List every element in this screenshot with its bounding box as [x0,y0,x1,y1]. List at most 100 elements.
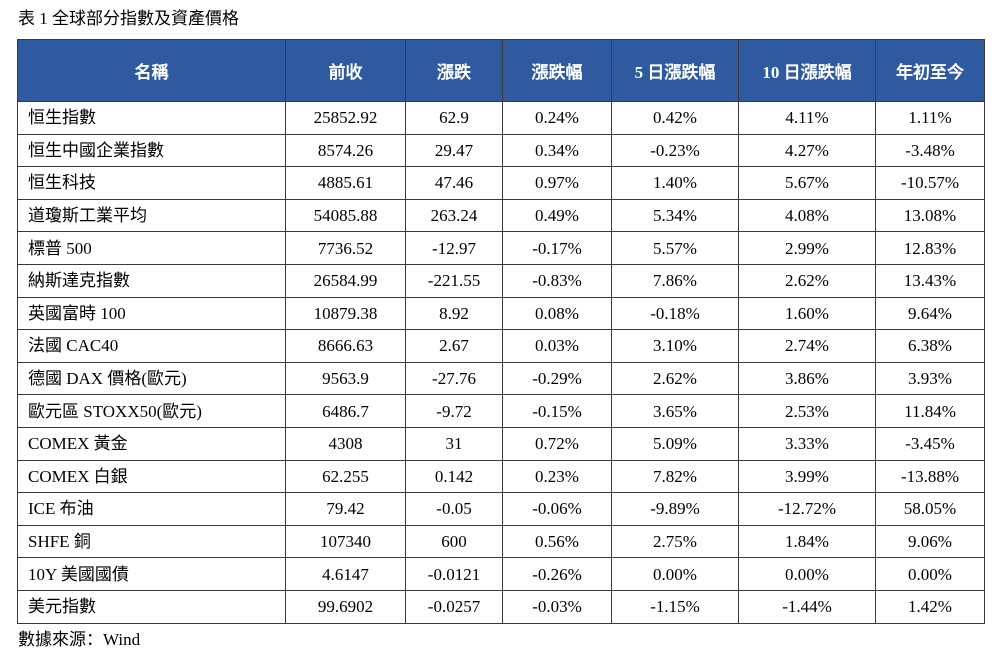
cell-5d-change: -0.23% [611,133,739,168]
cell-prev-close: 10879.38 [285,296,406,331]
cell-prev-close: 54085.88 [285,198,406,233]
cell-5d-change: 5.09% [611,426,739,461]
header-5d-change: 5 日漲跌幅 [611,39,739,102]
cell-change-pct: 0.08% [502,296,612,331]
cell-name: SHFE 銅 [17,524,286,559]
table-header-row: 名稱 前收 漲跌 漲跌幅 5 日漲跌幅 10 日漲跌幅 年初至今 [17,39,985,102]
cell-change-pct: 0.03% [502,329,612,363]
cell-change: 263.24 [405,198,503,233]
cell-10d-change: 3.33% [738,426,876,461]
cell-change: 2.67 [405,329,503,363]
cell-10d-change: 2.99% [738,231,876,265]
cell-name: 道瓊斯工業平均 [17,198,286,233]
cell-5d-change: 5.57% [611,231,739,265]
asset-price-table: 名稱 前收 漲跌 漲跌幅 5 日漲跌幅 10 日漲跌幅 年初至今 恒生指數 258… [17,39,985,624]
cell-10d-change: 1.60% [738,296,876,331]
cell-5d-change: 2.75% [611,524,739,559]
cell-ytd: 3.93% [875,361,985,396]
cell-ytd: 11.84% [875,394,985,428]
cell-change-pct: 0.34% [502,133,612,168]
cell-change: -221.55 [405,263,503,298]
cell-5d-change: 3.10% [611,329,739,363]
cell-change: -12.97 [405,231,503,265]
cell-ytd: 6.38% [875,329,985,363]
cell-ytd: 0.00% [875,557,985,591]
table-row: 德國 DAX 價格(歐元) 9563.9 -27.76 -0.29% 2.62% 3.86… [17,361,985,396]
cell-name: 納斯達克指數 [17,263,286,298]
table-row: COMEX 白銀 62.255 0.142 0.23% 7.82% 3.99% -13.88… [17,459,985,494]
cell-10d-change: 4.08% [738,198,876,233]
cell-change-pct: -0.26% [502,557,612,591]
cell-prev-close: 4885.61 [285,166,406,200]
cell-name: 10Y 美國國債 [17,557,286,591]
cell-ytd: 13.08% [875,198,985,233]
table-row: 法國 CAC40 8666.63 2.67 0.03% 3.10% 2.74% 6.38% [17,329,985,363]
cell-name: 恒生中國企業指數 [17,133,286,168]
cell-change-pct: -0.17% [502,231,612,265]
cell-5d-change: 3.65% [611,394,739,428]
header-prev-close: 前收 [285,39,406,102]
header-change-pct: 漲跌幅 [502,39,612,102]
table-row: 10Y 美國國債 4.6147 -0.0121 -0.26% 0.00% 0.00% 0.0… [17,557,985,591]
cell-name: ICE 布油 [17,492,286,526]
cell-name: COMEX 黃金 [17,426,286,461]
cell-name: 標普 500 [17,231,286,265]
cell-5d-change: 1.40% [611,166,739,200]
cell-change: -9.72 [405,394,503,428]
cell-name: 英國富時 100 [17,296,286,331]
cell-change-pct: -0.03% [502,589,612,624]
cell-change-pct: -0.15% [502,394,612,428]
cell-5d-change: -0.18% [611,296,739,331]
cell-name: 恒生科技 [17,166,286,200]
cell-name: 恒生指數 [17,101,286,135]
cell-ytd: 12.83% [875,231,985,265]
cell-prev-close: 79.42 [285,492,406,526]
cell-prev-close: 107340 [285,524,406,559]
header-ytd: 年初至今 [875,39,985,102]
cell-5d-change: 7.86% [611,263,739,298]
cell-5d-change: 7.82% [611,459,739,494]
cell-change-pct: 0.72% [502,426,612,461]
cell-5d-change: 5.34% [611,198,739,233]
cell-prev-close: 62.255 [285,459,406,494]
cell-10d-change: 1.84% [738,524,876,559]
header-10d-change: 10 日漲跌幅 [738,39,876,102]
header-change: 漲跌 [405,39,503,102]
cell-ytd: 1.11% [875,101,985,135]
cell-5d-change: -9.89% [611,492,739,526]
table-row: 美元指數 99.6902 -0.0257 -0.03% -1.15% -1.44% 1.42… [17,589,985,624]
cell-change: 0.142 [405,459,503,494]
cell-prev-close: 26584.99 [285,263,406,298]
cell-ytd: 1.42% [875,589,985,624]
cell-10d-change: -12.72% [738,492,876,526]
cell-prev-close: 7736.52 [285,231,406,265]
table-row: 道瓊斯工業平均 54085.88 263.24 0.49% 5.34% 4.08% 13.0… [17,198,985,233]
cell-10d-change: -1.44% [738,589,876,624]
cell-name: 歐元區 STOXX50(歐元) [17,394,286,428]
cell-prev-close: 8574.26 [285,133,406,168]
table-row: ICE 布油 79.42 -0.05 -0.06% -9.89% -12.72% 58.05… [17,492,985,526]
cell-ytd: 13.43% [875,263,985,298]
table-row: 恒生指數 25852.92 62.9 0.24% 0.42% 4.11% 1.11% [17,101,985,135]
cell-ytd: 9.64% [875,296,985,331]
cell-change: -27.76 [405,361,503,396]
cell-change: 47.46 [405,166,503,200]
cell-5d-change: 2.62% [611,361,739,396]
cell-change-pct: 0.97% [502,166,612,200]
data-source: 數據來源：Wind [18,630,141,649]
cell-change: -0.0121 [405,557,503,591]
cell-ytd: -3.45% [875,426,985,461]
cell-change-pct: 0.24% [502,101,612,135]
table-row: COMEX 黃金 4308 31 0.72% 5.09% 3.33% -3.45% [17,426,985,461]
table-row: SHFE 銅 107340 600 0.56% 2.75% 1.84% 9.06% [17,524,985,559]
cell-10d-change: 2.53% [738,394,876,428]
table-row: 納斯達克指數 26584.99 -221.55 -0.83% 7.86% 2.62% 13.… [17,263,985,298]
table-row: 英國富時 100 10879.38 8.92 0.08% -0.18% 1.60% 9.64… [17,296,985,331]
cell-10d-change: 4.11% [738,101,876,135]
cell-ytd: -10.57% [875,166,985,200]
cell-prev-close: 9563.9 [285,361,406,396]
cell-5d-change: 0.42% [611,101,739,135]
table-row: 歐元區 STOXX50(歐元) 6486.7 -9.72 -0.15% 3.65% 2.5… [17,394,985,428]
cell-change: 62.9 [405,101,503,135]
cell-prev-close: 99.6902 [285,589,406,624]
